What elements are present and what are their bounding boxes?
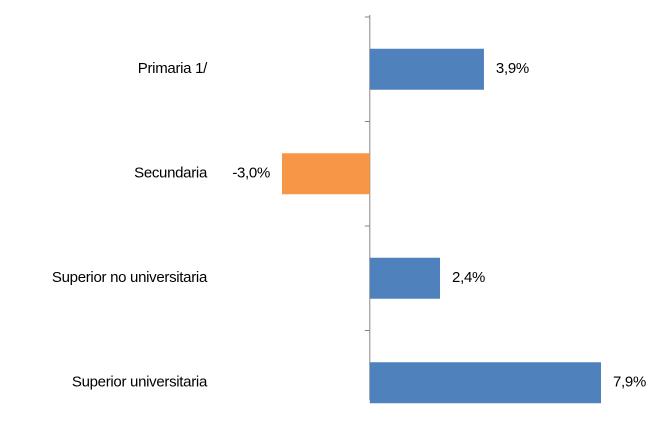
bar — [282, 153, 370, 195]
value-label: 7,9% — [613, 374, 646, 391]
bar — [369, 257, 441, 299]
category-label: Secundaria — [134, 165, 208, 182]
value-label: -3,0% — [232, 165, 270, 182]
bar — [369, 362, 601, 404]
value-label: 3,9% — [496, 60, 529, 77]
value-label: 2,4% — [452, 269, 485, 286]
category-label: Superior no universitaria — [52, 269, 208, 286]
category-label: Superior universitaria — [72, 374, 208, 391]
bar — [369, 48, 484, 90]
category-label: Primaria 1/ — [138, 60, 208, 77]
